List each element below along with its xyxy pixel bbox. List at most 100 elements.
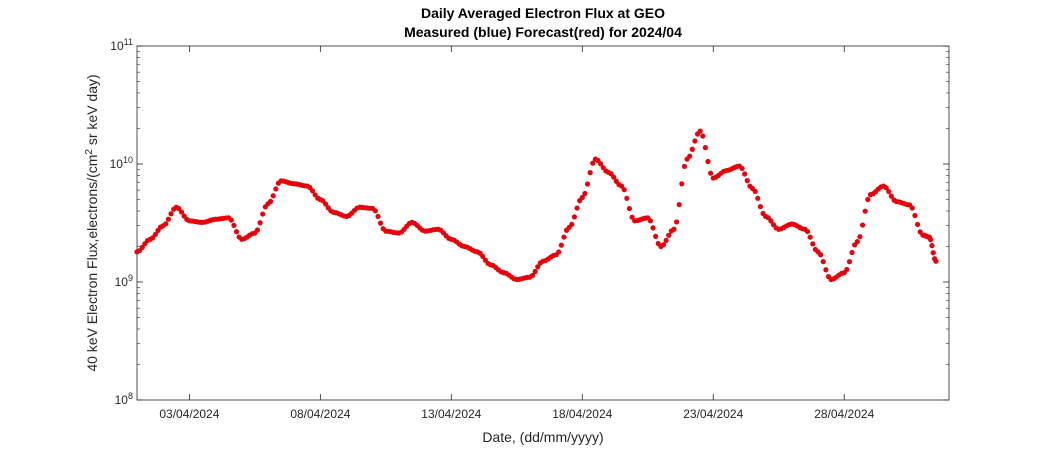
data-points bbox=[134, 128, 939, 283]
data-point bbox=[571, 214, 578, 220]
data-point bbox=[260, 211, 266, 217]
data-point bbox=[886, 188, 892, 195]
chart-title-line2: Measured (blue) Forecast(red) for 2024/0… bbox=[404, 24, 682, 40]
data-point bbox=[569, 221, 575, 227]
data-point bbox=[584, 181, 591, 187]
data-point bbox=[912, 212, 918, 219]
data-point bbox=[697, 128, 703, 134]
data-point bbox=[820, 259, 826, 265]
chart-title-line1: Daily Averaged Electron Flux at GEO bbox=[421, 5, 665, 21]
y-tick-label: 1010 bbox=[110, 155, 133, 171]
data-point bbox=[700, 133, 706, 139]
y-tick-label: 108 bbox=[115, 391, 133, 407]
x-tick-label: 23/04/2024 bbox=[683, 407, 743, 421]
data-point bbox=[752, 188, 758, 194]
y-axis-label-superscript: 2 bbox=[84, 149, 95, 155]
data-point bbox=[650, 225, 656, 231]
data-point bbox=[163, 221, 169, 227]
data-point bbox=[647, 218, 653, 224]
data-point bbox=[587, 170, 593, 176]
data-point bbox=[322, 201, 329, 207]
data-point bbox=[228, 217, 234, 223]
data-point bbox=[807, 234, 813, 240]
data-point bbox=[673, 219, 680, 225]
y-axis-label: 40 keV Electron Flux,electrons/(cm2 sr k… bbox=[84, 74, 101, 371]
data-point bbox=[598, 161, 604, 167]
data-point bbox=[257, 220, 263, 226]
data-point bbox=[653, 233, 659, 239]
data-point bbox=[705, 158, 711, 165]
data-point bbox=[574, 205, 580, 211]
data-point bbox=[233, 229, 240, 235]
data-point bbox=[744, 178, 750, 184]
data-point bbox=[768, 218, 774, 224]
data-point bbox=[660, 242, 667, 248]
data-point bbox=[849, 249, 855, 256]
plot-area bbox=[136, 45, 950, 401]
x-tick-label: 08/04/2024 bbox=[290, 407, 350, 421]
data-point bbox=[378, 220, 384, 226]
x-tick-label: 28/04/2024 bbox=[814, 407, 874, 421]
data-point bbox=[862, 208, 868, 214]
data-point bbox=[666, 232, 672, 238]
data-point bbox=[165, 216, 172, 222]
y-tick-label: 109 bbox=[115, 273, 133, 289]
data-point bbox=[535, 264, 541, 270]
data-point bbox=[888, 193, 894, 199]
data-point bbox=[309, 188, 316, 194]
data-point bbox=[139, 244, 145, 251]
x-tick-label: 03/04/2024 bbox=[159, 407, 219, 421]
y-tick-label: 1011 bbox=[110, 37, 133, 53]
data-point bbox=[689, 146, 695, 152]
data-point bbox=[702, 145, 709, 151]
data-point bbox=[739, 165, 745, 172]
data-point bbox=[804, 228, 811, 235]
data-point bbox=[865, 196, 871, 203]
data-point bbox=[742, 171, 748, 177]
x-tick-label: 18/04/2024 bbox=[552, 407, 612, 421]
data-point bbox=[270, 193, 276, 199]
y-axis-label-tail: sr keV day) bbox=[84, 74, 100, 149]
data-point bbox=[532, 268, 538, 275]
data-point bbox=[168, 211, 174, 217]
data-point bbox=[629, 214, 635, 220]
data-point bbox=[914, 221, 921, 228]
data-point bbox=[810, 241, 816, 247]
data-point bbox=[823, 267, 829, 273]
data-point bbox=[883, 185, 889, 191]
data-point bbox=[708, 170, 714, 176]
data-point bbox=[561, 234, 567, 240]
data-point bbox=[529, 272, 536, 279]
data-point bbox=[152, 231, 158, 238]
data-point bbox=[929, 243, 935, 249]
x-axis-ticks: 03/04/2024 08/04/2024 13/04/2024 18/04/2024… bbox=[159, 46, 875, 421]
data-point bbox=[579, 194, 585, 201]
data-point bbox=[663, 237, 669, 244]
data-point bbox=[844, 266, 850, 273]
data-point bbox=[687, 153, 693, 159]
data-point bbox=[556, 249, 562, 255]
data-point bbox=[846, 259, 853, 265]
data-point bbox=[933, 258, 939, 264]
y-axis-ticks: 108 109 1010 1011 bbox=[110, 37, 949, 407]
y-axis-label-main: 40 keV Electron Flux,electrons/(cm bbox=[84, 155, 100, 372]
data-point bbox=[681, 163, 688, 170]
x-tick-label: 13/04/2024 bbox=[421, 407, 481, 421]
data-point bbox=[857, 234, 863, 240]
data-point bbox=[621, 187, 627, 193]
data-point bbox=[231, 222, 237, 228]
data-point bbox=[671, 226, 677, 232]
data-point bbox=[178, 209, 185, 215]
data-point bbox=[618, 183, 625, 189]
data-point bbox=[558, 242, 564, 248]
data-point bbox=[624, 195, 630, 201]
data-point bbox=[859, 222, 866, 228]
data-point bbox=[930, 250, 936, 256]
data-point bbox=[480, 253, 486, 260]
data-point bbox=[626, 205, 633, 212]
data-point bbox=[611, 174, 617, 180]
data-point bbox=[372, 208, 378, 214]
data-point bbox=[375, 213, 381, 220]
data-point bbox=[854, 238, 860, 245]
